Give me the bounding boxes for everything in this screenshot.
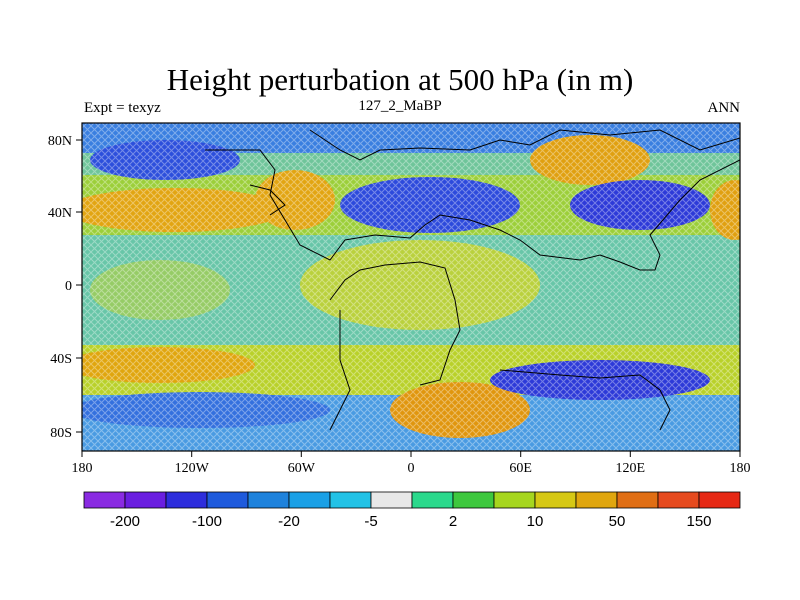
colorbar-label: 2 — [449, 513, 457, 530]
colorbar-box — [165, 491, 208, 509]
lat-tick-40s: 40S — [50, 352, 72, 367]
colorbar-box — [411, 491, 454, 509]
colorbar-box — [247, 491, 290, 509]
longitude-ticks: 180 120W 60W 0 60E 120E 180 — [72, 451, 751, 476]
experiment-label: Expt = texyz — [84, 100, 161, 116]
colorbar-label: 50 — [609, 513, 626, 530]
lon-tick-120e: 120E — [616, 461, 646, 476]
coast-arctic — [309, 129, 740, 161]
colorbar-label: 150 — [686, 513, 711, 530]
lon-tick-60e: 60E — [509, 461, 532, 476]
lon-tick-180w: 180 — [72, 461, 93, 476]
coastlines — [205, 129, 740, 431]
map-title: Height perturbation at 500 hPa (in m) — [166, 62, 634, 97]
colorbar-label: -100 — [192, 513, 222, 530]
lon-tick-120w: 120W — [175, 461, 210, 476]
colorbar-box — [452, 491, 495, 509]
colorbar-box — [83, 491, 126, 509]
field-layer — [82, 123, 740, 451]
colorbar-label: 10 — [527, 513, 544, 530]
colorbar-box — [657, 491, 700, 509]
colorbar-box — [206, 491, 249, 509]
coast-greenland — [249, 184, 286, 216]
coast-africa — [329, 261, 461, 386]
lon-tick-0: 0 — [408, 461, 415, 476]
lon-tick-180e: 180 — [730, 461, 751, 476]
coast-northern — [205, 149, 740, 271]
colorbar-label: -20 — [278, 513, 300, 530]
colorbar-box — [575, 491, 618, 509]
run-label: 127_2_MaBP — [358, 98, 442, 114]
lat-tick-80s: 80S — [50, 426, 72, 441]
colorbar-box — [124, 491, 167, 509]
coast-south-america — [329, 310, 351, 431]
lat-tick-80n: 80N — [48, 134, 72, 149]
lat-tick-0: 0 — [65, 279, 72, 294]
coast-australia — [499, 369, 671, 431]
lat-tick-40n: 40N — [48, 206, 72, 221]
colorbar-box — [698, 491, 741, 509]
lon-tick-60w: 60W — [288, 461, 316, 476]
latitude-ticks: 80N 40N 0 40S 80S — [48, 134, 82, 441]
colorbar: -200 -100 -20 -5 2 10 50 150 — [83, 491, 741, 530]
season-label: ANN — [707, 100, 741, 116]
colorbar-box — [493, 491, 536, 509]
hatch-overlay — [82, 123, 740, 451]
colorbar-box — [370, 491, 413, 509]
colorbar-label: -5 — [364, 513, 377, 530]
colorbar-label: -200 — [110, 513, 140, 530]
colorbar-box — [288, 491, 331, 509]
colorbar-box — [329, 491, 372, 509]
colorbar-box — [616, 491, 659, 509]
colorbar-box — [534, 491, 577, 509]
